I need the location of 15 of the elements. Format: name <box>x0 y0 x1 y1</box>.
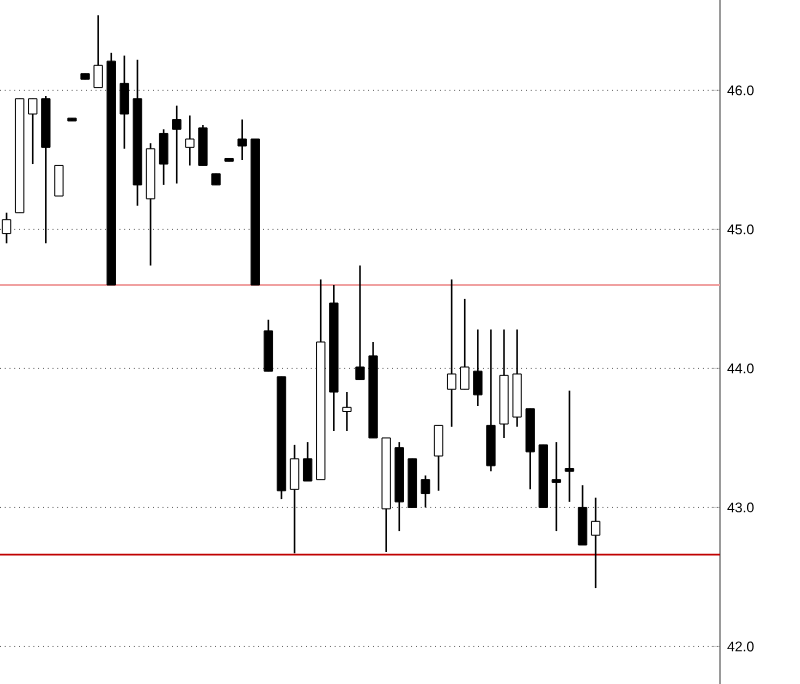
candlestick <box>446 278 457 428</box>
candlestick <box>302 441 313 482</box>
candlestick <box>420 474 431 509</box>
candlestick <box>564 389 575 503</box>
candlestick <box>158 128 169 186</box>
candlestick <box>289 444 300 555</box>
candlestick <box>263 318 274 372</box>
candlestick <box>54 164 64 197</box>
candlestick <box>486 328 496 473</box>
candlestick <box>172 104 182 185</box>
candlestick <box>551 441 562 532</box>
candlestick <box>433 424 444 492</box>
candlestick <box>590 496 601 589</box>
candlestick <box>577 484 588 546</box>
candlestick <box>342 391 352 432</box>
